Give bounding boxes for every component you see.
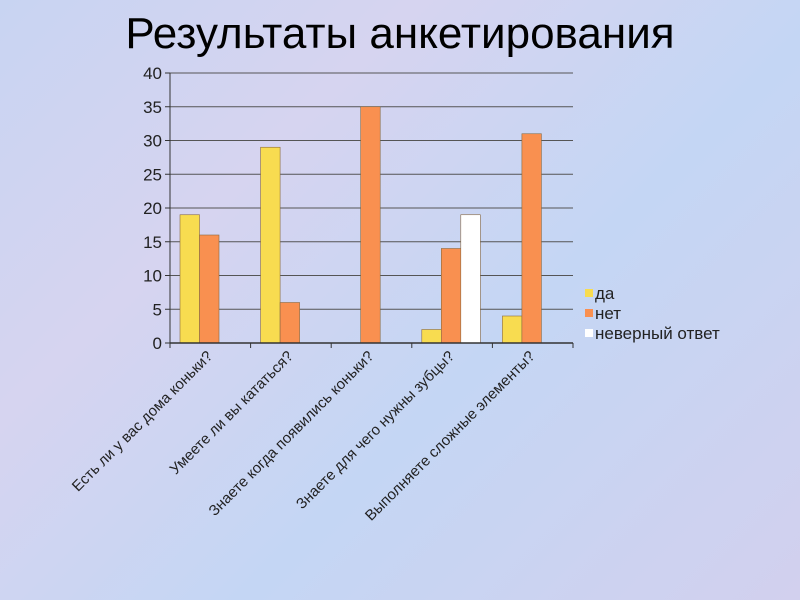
x-tick-label: Знаете когда появились коньки? xyxy=(206,348,378,520)
bar xyxy=(360,106,381,344)
bar xyxy=(460,214,481,344)
bar xyxy=(440,248,462,344)
bar xyxy=(502,315,523,344)
bar xyxy=(179,214,200,344)
y-tick-label: 40 xyxy=(143,64,162,83)
bar xyxy=(199,234,220,344)
y-tick-label: 0 xyxy=(153,334,162,353)
bar xyxy=(521,133,542,344)
legend-swatch xyxy=(585,329,593,337)
x-tick-label: Знаете для чего нужны зубцы? xyxy=(293,348,458,513)
x-tick-label: Есть ли у вас дома коньки? xyxy=(69,348,216,495)
y-tick-label: 35 xyxy=(143,98,162,117)
x-tick-label: Выполняете сложные элементы? xyxy=(362,348,539,525)
bar xyxy=(260,146,281,344)
y-tick-label: 20 xyxy=(143,199,162,218)
bar xyxy=(279,302,300,344)
page-title: Результаты анкетирования xyxy=(125,9,675,58)
y-tick-label: 10 xyxy=(143,267,162,286)
y-tick-label: 5 xyxy=(153,300,162,319)
legend-label: да xyxy=(595,284,615,303)
y-tick-label: 25 xyxy=(143,165,162,184)
legend-label: неверный ответ xyxy=(595,324,720,343)
legend-swatch xyxy=(585,309,593,317)
legend-swatch xyxy=(585,289,593,297)
y-tick-label: 30 xyxy=(143,132,162,151)
bar xyxy=(421,329,442,344)
legend-label: нет xyxy=(595,304,621,323)
y-tick-label: 15 xyxy=(143,233,162,252)
